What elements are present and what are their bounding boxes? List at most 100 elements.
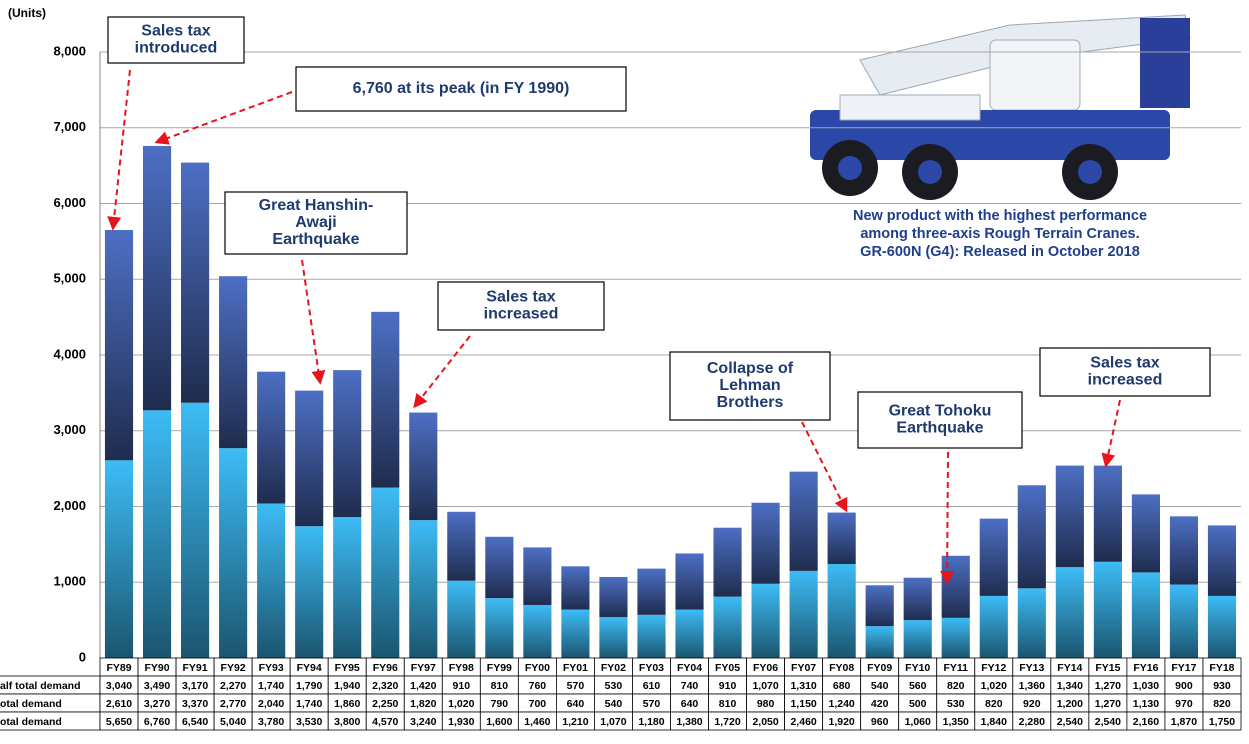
x-tick-label: FY02 [601, 662, 626, 674]
annotation-arrow [415, 336, 470, 406]
bar-segment [447, 581, 475, 658]
bar-segment [333, 370, 361, 517]
annotation-text: introduced [135, 40, 218, 57]
bar-segment [295, 526, 323, 658]
bar-segment [713, 528, 741, 597]
table-value: 900 [1175, 680, 1193, 692]
bar-segment [561, 610, 589, 658]
bar-segment [1018, 588, 1046, 658]
table-value: 820 [947, 680, 965, 692]
y-tick-label: 1,000 [53, 574, 86, 589]
table-value: 1,180 [638, 716, 664, 728]
bar-segment [752, 584, 780, 658]
table-value: 3,240 [410, 716, 436, 728]
table-value: 910 [719, 680, 737, 692]
bar-segment [752, 503, 780, 584]
table-value: 3,800 [334, 716, 360, 728]
bar-segment [980, 596, 1008, 658]
y-tick-label: 2,000 [53, 498, 86, 513]
annotation-text: Great Hanshin- [259, 197, 374, 214]
annotation-text: Awaji [295, 214, 337, 231]
x-tick-label: FY93 [259, 662, 284, 674]
bar-segment [409, 520, 437, 658]
table-value: 1,460 [524, 716, 550, 728]
table-value: 560 [909, 680, 927, 692]
y-tick-label: 6,000 [53, 195, 86, 210]
table-value: 2,540 [1095, 716, 1121, 728]
table-value: 3,370 [182, 698, 208, 710]
x-tick-label: FY04 [677, 662, 702, 674]
annotation-arrow [113, 70, 130, 228]
y-tick-label: 4,000 [53, 346, 86, 361]
bar-segment [675, 610, 703, 658]
annotation-text: Earthquake [272, 231, 359, 248]
table-value: 530 [947, 698, 965, 710]
table-value: 1,820 [410, 698, 436, 710]
bar-segment [1094, 466, 1122, 562]
table-value: 5,040 [220, 716, 246, 728]
table-value: 1,350 [943, 716, 969, 728]
bar-segment [1018, 485, 1046, 588]
table-value: 3,530 [296, 716, 322, 728]
bar-segment [181, 163, 209, 403]
y-tick-label: 8,000 [53, 43, 86, 58]
bar-segment [942, 618, 970, 658]
annotation-text: Collapse of [707, 360, 794, 377]
x-tick-label: FY01 [563, 662, 588, 674]
table-value: 1,210 [562, 716, 588, 728]
bar-segment [713, 597, 741, 658]
table-value: 1,380 [676, 716, 702, 728]
caption: New product with the highest performance [853, 208, 1147, 224]
table-value: 1,020 [448, 698, 474, 710]
table-value: 1,340 [1057, 680, 1083, 692]
table-value: 930 [1213, 680, 1231, 692]
bar-segment [257, 503, 285, 658]
bar-segment [485, 598, 513, 658]
x-tick-label: FY12 [981, 662, 1006, 674]
table-value: 3,490 [144, 680, 170, 692]
table-value: 1,270 [1095, 680, 1121, 692]
row-label: otal demand [0, 716, 62, 728]
table-value: 2,460 [790, 716, 816, 728]
annotation-text: Sales tax [1090, 355, 1159, 372]
bar-segment [904, 620, 932, 658]
bar-segment [1132, 572, 1160, 658]
bar-segment [1056, 466, 1084, 568]
bar-segment [599, 577, 627, 617]
table-value: 1,870 [1171, 716, 1197, 728]
bar-segment [143, 410, 171, 658]
table-value: 1,420 [410, 680, 436, 692]
table-value: 2,280 [1019, 716, 1045, 728]
table-value: 2,540 [1057, 716, 1083, 728]
x-tick-label: FY15 [1095, 662, 1120, 674]
table-value: 3,270 [144, 698, 170, 710]
table-value: 1,790 [296, 680, 322, 692]
bar-segment [447, 512, 475, 581]
annotation-text: Lehman [719, 377, 780, 394]
x-tick-label: FY90 [144, 662, 169, 674]
annotation-text: Sales tax [486, 289, 555, 306]
chart: (Units) 01,0002,0003,0004,0005,0006,0007… [0, 0, 1249, 744]
x-tick-label: FY03 [639, 662, 664, 674]
bar-segment [409, 413, 437, 521]
table-value: 1,360 [1019, 680, 1045, 692]
x-tick-label: FY96 [373, 662, 398, 674]
bar-segment [866, 626, 894, 658]
table-value: 3,780 [258, 716, 284, 728]
x-tick-label: FY09 [867, 662, 892, 674]
bar-segment [1132, 494, 1160, 572]
bar-segment [1208, 596, 1236, 658]
x-tick-label: FY11 [943, 662, 968, 674]
x-tick-label: FY06 [753, 662, 778, 674]
table-value: 1,740 [296, 698, 322, 710]
x-tick-label: FY99 [487, 662, 512, 674]
table-value: 2,320 [372, 680, 398, 692]
bar-segment [675, 553, 703, 609]
table-value: 1,030 [1133, 680, 1159, 692]
bar-segment [181, 403, 209, 658]
table-value: 810 [719, 698, 737, 710]
bar-segment [599, 617, 627, 658]
table-value: 1,270 [1095, 698, 1121, 710]
x-tick-label: FY08 [829, 662, 854, 674]
annotation-text: increased [1088, 372, 1163, 389]
